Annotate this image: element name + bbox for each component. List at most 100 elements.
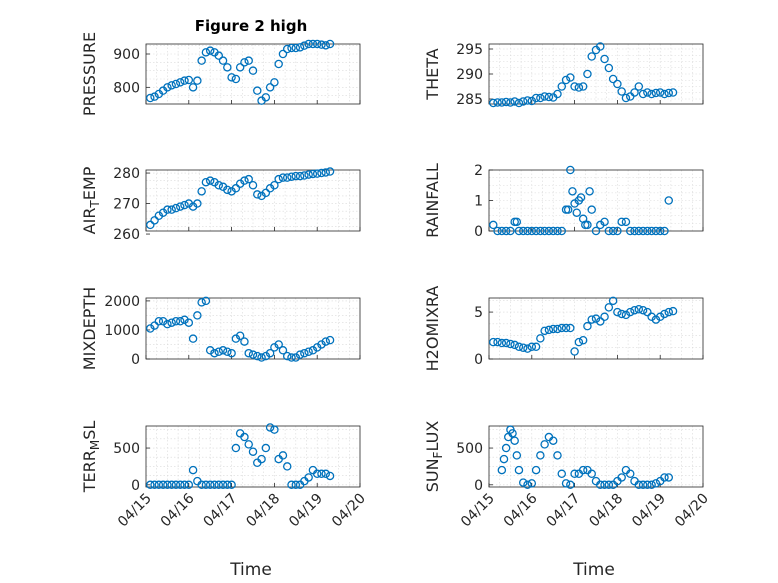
data-point <box>175 78 185 87</box>
data-point <box>223 480 232 490</box>
data-point <box>265 348 275 358</box>
data-point <box>536 451 545 460</box>
x-tick-label: 04/19 <box>629 491 669 531</box>
data-point <box>518 343 528 352</box>
data-point <box>295 171 305 181</box>
y-tick-label: 280 <box>113 166 140 182</box>
data-point <box>325 167 335 176</box>
data-point <box>193 311 202 320</box>
x-tick-label: 04/20 <box>672 491 712 531</box>
data-point <box>325 39 335 49</box>
data-point <box>660 226 669 236</box>
data-point <box>321 168 331 177</box>
data-point <box>235 63 245 72</box>
data-point <box>171 316 181 326</box>
data-point <box>638 89 648 99</box>
data-point <box>223 63 232 72</box>
data-point <box>604 303 614 312</box>
data-point <box>566 73 575 82</box>
data-point <box>643 88 652 97</box>
data-point <box>312 39 322 49</box>
data-point <box>617 217 626 227</box>
data-point <box>566 165 575 175</box>
data-point <box>660 89 669 99</box>
data-point <box>282 351 292 361</box>
data-point <box>489 337 498 347</box>
data-point <box>499 454 509 464</box>
data-point <box>501 443 511 453</box>
data-point <box>287 480 296 490</box>
data-point <box>180 315 189 325</box>
data-point <box>205 176 215 185</box>
data-point <box>660 309 669 319</box>
data-point <box>600 54 609 64</box>
data-point <box>570 82 579 91</box>
data-point <box>587 205 596 214</box>
data-point <box>321 337 331 346</box>
subplot-h2omixra: 0 5 H2OMIXRA <box>423 286 704 371</box>
data-point <box>231 74 241 84</box>
subplot-terr-msl: 0 500 04/15 04/16 04/17 04/18 04/19 04/20 TERRMS… <box>80 421 369 531</box>
x-tick-label: 04/18 <box>586 491 626 531</box>
data-point <box>617 473 626 482</box>
y-tick-label: 270 <box>113 197 140 213</box>
data-point <box>668 88 678 97</box>
data-point <box>175 316 185 326</box>
data-point <box>295 43 305 52</box>
figure-title: Figure 2 high <box>195 17 308 35</box>
x-tick-label: 04/17 <box>544 491 584 531</box>
data-point <box>591 314 601 323</box>
data-point <box>587 469 596 479</box>
y-tick-label: 290 <box>456 67 483 83</box>
y-tick-label: 1 <box>474 194 483 210</box>
data-point <box>578 82 588 91</box>
data-point <box>184 75 194 85</box>
data-point <box>643 307 652 317</box>
x-tick-label: 04/15 <box>115 491 155 531</box>
data-point <box>512 451 522 460</box>
data-point <box>568 187 577 196</box>
data-point <box>257 454 266 464</box>
data-point <box>317 40 326 49</box>
data-point <box>664 307 674 317</box>
data-point <box>651 88 661 98</box>
data-point <box>150 216 159 225</box>
data-point <box>227 348 236 358</box>
data-point <box>489 220 498 230</box>
data-point <box>613 79 622 89</box>
data-point <box>158 316 168 326</box>
axes-box <box>145 425 361 488</box>
data-point <box>625 469 635 479</box>
data-point <box>240 337 249 346</box>
data-point <box>572 208 581 217</box>
y-tick-label: 0 <box>474 224 483 240</box>
data-point <box>518 478 528 487</box>
data-point <box>265 83 275 92</box>
data-point <box>235 331 245 341</box>
data-point <box>282 44 292 54</box>
y-tick-label: 0 <box>131 352 140 368</box>
data-point <box>578 335 588 345</box>
data-point <box>621 310 631 320</box>
data-point <box>231 334 241 343</box>
data-point <box>523 96 532 105</box>
axes-box <box>488 425 704 488</box>
data-point <box>223 347 232 356</box>
y-tick-label: 285 <box>456 92 483 108</box>
subplot-pressure: 800 900 PRESSURE <box>80 32 361 116</box>
data-point <box>523 344 532 353</box>
data-point <box>604 480 614 490</box>
data-point <box>278 49 288 59</box>
data-point <box>617 309 626 319</box>
data-point <box>608 296 618 306</box>
data-point <box>150 480 159 490</box>
data-point <box>205 46 215 55</box>
data-point <box>566 323 575 333</box>
ylabel-terr-msl: TERRMSL <box>80 421 102 494</box>
data-point <box>621 93 631 103</box>
axes-box <box>145 169 361 232</box>
data-point <box>651 315 661 324</box>
data-point <box>544 325 554 335</box>
data-point <box>527 342 537 352</box>
data-point <box>300 171 309 180</box>
